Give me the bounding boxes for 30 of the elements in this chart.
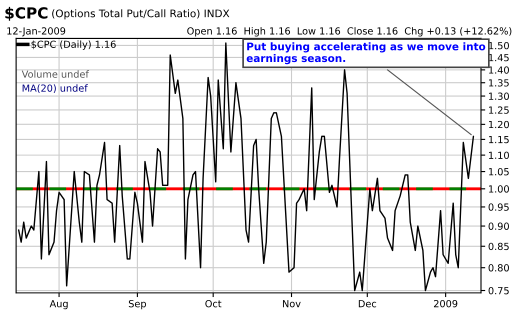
y-tick-label: 0.90 xyxy=(488,222,509,230)
text: Open 1.16 High 1.16 Low 1.16 Close 1.16 Chg +0.13 (+12.62%) xyxy=(187,27,512,37)
y-tick-label: 0.85 xyxy=(488,242,509,250)
y-tick-label: 1.45 xyxy=(489,54,509,62)
y-tick-label: 1.15 xyxy=(489,136,509,144)
legend-label: $CPC (Daily) 1.16 xyxy=(32,40,116,50)
x-tick-label: Sep xyxy=(128,300,146,310)
y-tick-label: 1.25 xyxy=(489,106,509,114)
x-tick-label: Dec xyxy=(358,300,376,308)
x-tick-label: 2009 xyxy=(434,300,458,308)
x-tick-label: Oct xyxy=(205,300,222,308)
y-tick-label: 1.30 xyxy=(489,92,509,100)
x-tick-label: Nov xyxy=(282,300,301,308)
y-tick-label: 1.35 xyxy=(489,79,509,87)
text: 12-Jan-2009 xyxy=(7,27,66,36)
annotation: Put buying accelerating as we move into earnings season. xyxy=(246,42,486,64)
y-tick-label: 0.80 xyxy=(488,264,509,272)
chart-subtitle: (Options Total Put/Call Ratio) INDX xyxy=(52,9,230,20)
y-tick-label: 1.10 xyxy=(489,152,509,159)
y-tick-label: 1.00 xyxy=(489,185,509,193)
y-tick-label: 1.20 xyxy=(489,120,509,128)
annotation: MA(20) undef xyxy=(22,84,88,93)
y-tick-label: 0.75 xyxy=(488,286,509,294)
y-tick-label: 1.40 xyxy=(489,66,509,74)
chart-title: $CPC xyxy=(5,6,48,21)
x-tick-label: Aug xyxy=(50,300,68,310)
annotation: Volume undef xyxy=(22,70,90,78)
y-tick-label: 0.95 xyxy=(488,203,509,211)
y-tick-label: 1.05 xyxy=(489,168,509,176)
y-tick-label: 1.50 xyxy=(489,42,509,50)
